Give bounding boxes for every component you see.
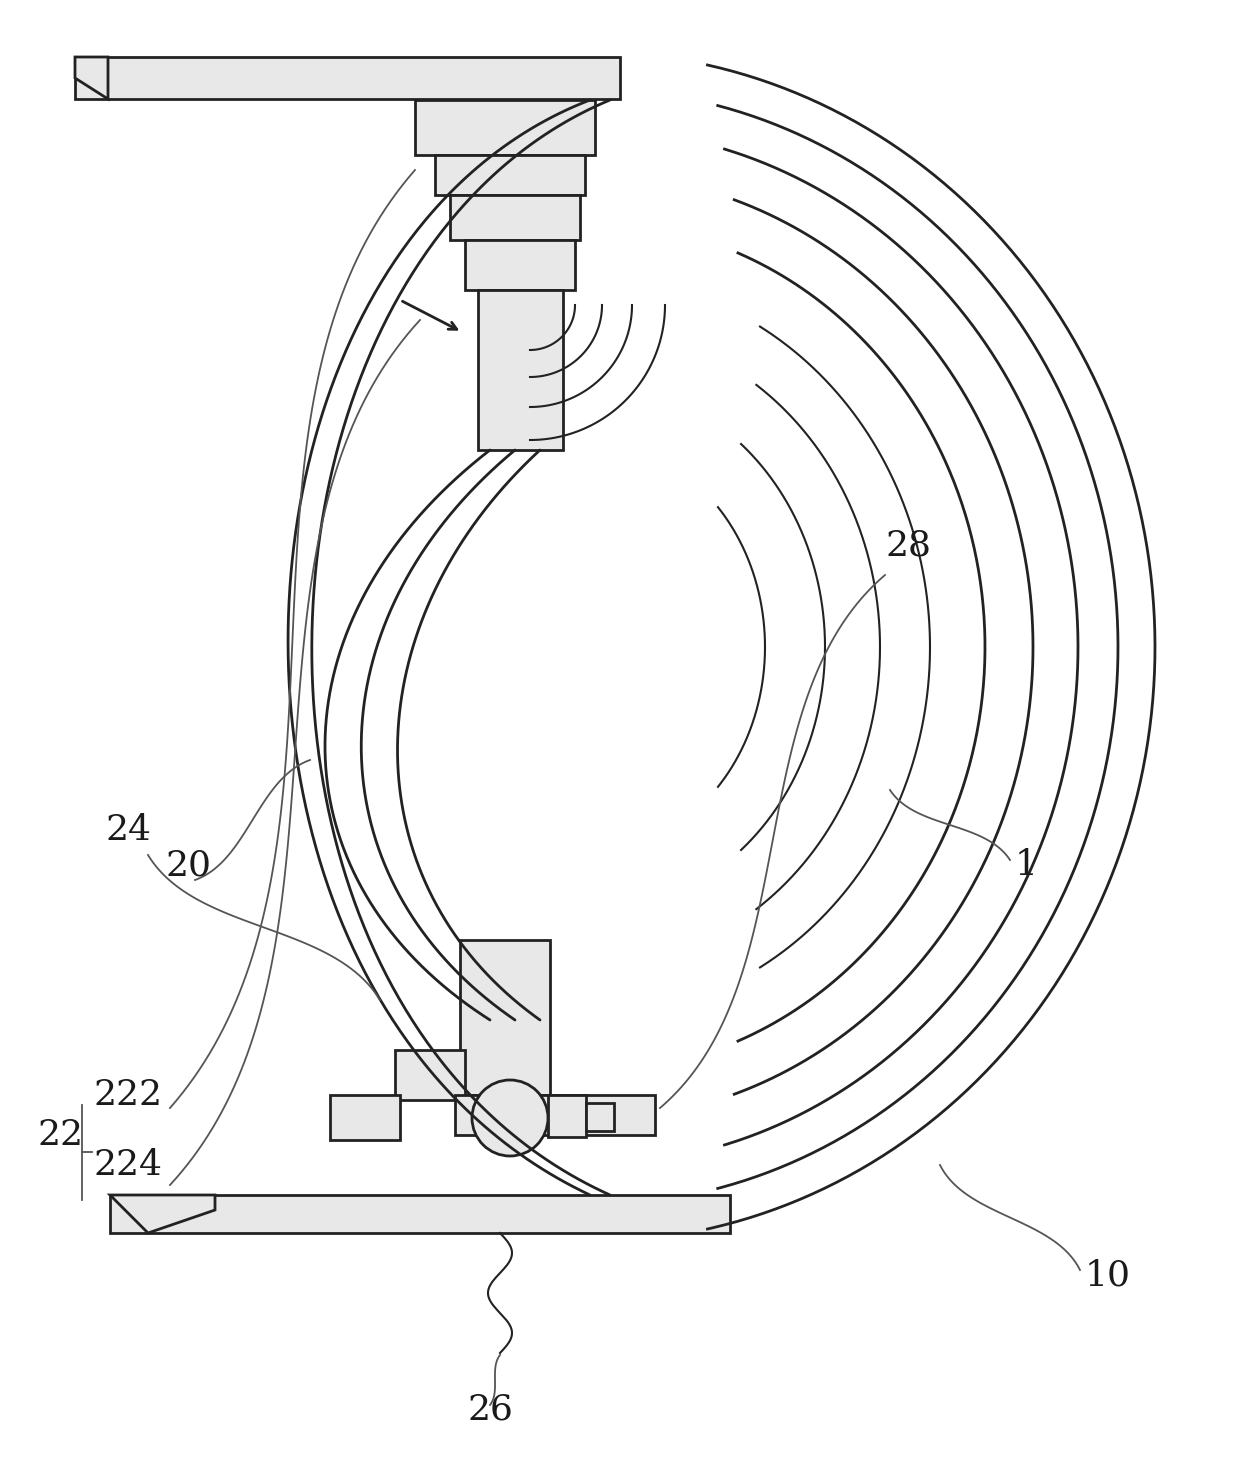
Text: 10: 10 xyxy=(1085,1258,1131,1292)
Bar xyxy=(330,1095,401,1141)
Polygon shape xyxy=(110,1195,215,1233)
Bar xyxy=(477,290,563,450)
Bar xyxy=(435,155,585,195)
Text: 28: 28 xyxy=(885,528,931,561)
Bar xyxy=(548,1095,587,1138)
Text: 1: 1 xyxy=(1016,847,1038,883)
Text: 224: 224 xyxy=(93,1148,162,1182)
Polygon shape xyxy=(74,57,108,100)
Bar xyxy=(450,195,580,240)
Circle shape xyxy=(472,1080,548,1157)
Bar xyxy=(460,940,551,1095)
Text: 24: 24 xyxy=(105,814,151,847)
Text: 22: 22 xyxy=(38,1119,84,1152)
Bar xyxy=(396,1050,465,1100)
Text: 26: 26 xyxy=(467,1393,513,1426)
Bar xyxy=(74,57,620,100)
Bar xyxy=(415,100,595,155)
Text: 222: 222 xyxy=(93,1078,162,1113)
Bar xyxy=(587,1102,614,1130)
Bar xyxy=(465,240,575,290)
Bar xyxy=(110,1195,730,1233)
Text: 20: 20 xyxy=(165,847,211,883)
Bar xyxy=(455,1095,655,1135)
